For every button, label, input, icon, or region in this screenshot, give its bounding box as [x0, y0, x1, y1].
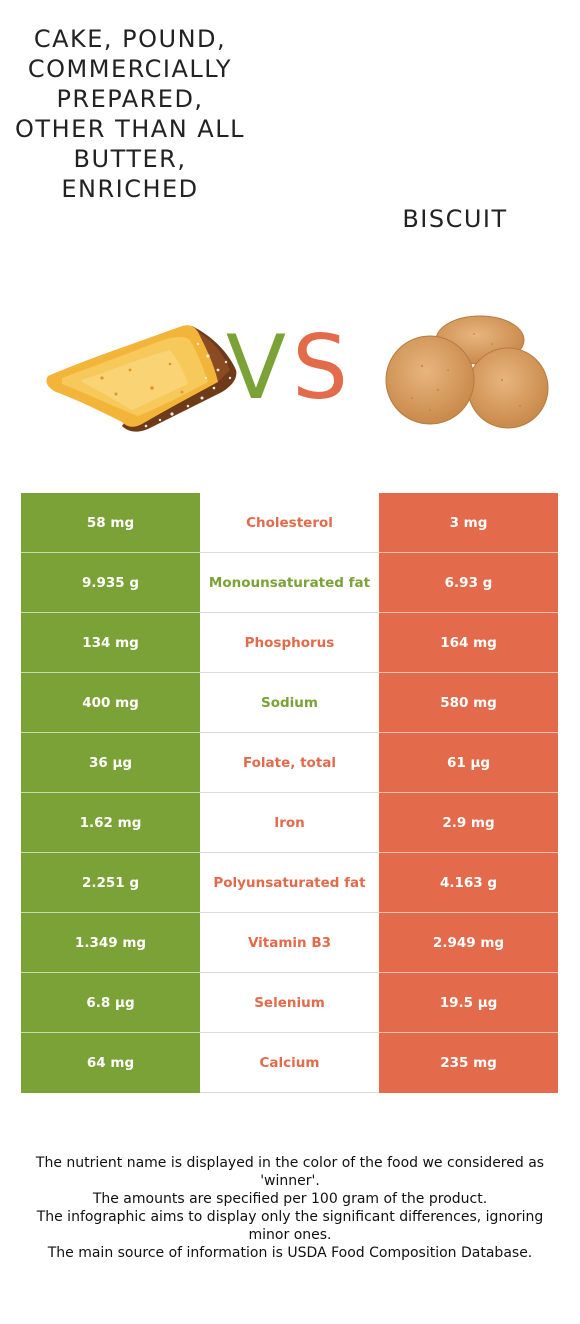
footnote-line: The infographic aims to display only the… [36, 1209, 544, 1243]
left-value: 134 mg [21, 613, 200, 673]
vs-label: V S [226, 318, 348, 408]
right-value: 2.9 mg [379, 793, 558, 853]
right-value: 164 mg [379, 613, 558, 673]
comparison-row: 64 mg Calcium 235 mg [21, 1033, 558, 1093]
left-value: 1.62 mg [21, 793, 200, 853]
nutrient-name: Vitamin B3 [200, 913, 379, 973]
right-value: 580 mg [379, 673, 558, 733]
comparison-row: 6.8 µg Selenium 19.5 µg [21, 973, 558, 1033]
comparison-row: 1.349 mg Vitamin B3 2.949 mg [21, 913, 558, 973]
nutrient-name: Cholesterol [200, 493, 379, 553]
left-value: 400 mg [21, 673, 200, 733]
right-value: 4.163 g [379, 853, 558, 913]
footnote-line: The amounts are specified per 100 gram o… [92, 1191, 488, 1207]
vs-letter-v: V [226, 318, 286, 408]
right-value: 6.93 g [379, 553, 558, 613]
comparison-row: 400 mg Sodium 580 mg [21, 673, 558, 733]
left-value: 6.8 µg [21, 973, 200, 1033]
nutrient-name: Monounsaturated fat [200, 553, 379, 613]
comparison-row: 9.935 g Monounsaturated fat 6.93 g [21, 553, 558, 613]
left-value: 1.349 mg [21, 913, 200, 973]
biscuits-image [385, 315, 549, 429]
nutrient-name: Iron [200, 793, 379, 853]
comparison-row: 36 µg Folate, total 61 µg [21, 733, 558, 793]
comparison-table: 58 mg Cholesterol 3 mg 9.935 g Monounsaturat… [21, 493, 558, 1093]
comparison-row: 58 mg Cholesterol 3 mg [21, 493, 558, 553]
footnote-line: The nutrient name is displayed in the co… [35, 1155, 545, 1189]
vs-letter-s: S [292, 318, 348, 408]
left-value: 36 µg [21, 733, 200, 793]
footnote-line: The main source of information is USDA F… [47, 1245, 533, 1261]
footnote: The nutrient name is displayed in the co… [15, 1154, 565, 1262]
nutrient-name: Polyunsaturated fat [200, 853, 379, 913]
nutrient-name: Selenium [200, 973, 379, 1033]
nutrient-name: Sodium [200, 673, 379, 733]
left-value: 58 mg [21, 493, 200, 553]
right-value: 235 mg [379, 1033, 558, 1093]
pound-cake-slice-image [46, 325, 237, 432]
right-value: 61 µg [379, 733, 558, 793]
left-food-title: CAKE, POUND, COMMERCIALLY PREPARED, OTHE… [15, 25, 245, 203]
comparison-row: 134 mg Phosphorus 164 mg [21, 613, 558, 673]
right-food-title: BISCUIT [402, 205, 508, 233]
left-value: 2.251 g [21, 853, 200, 913]
comparison-row: 1.62 mg Iron 2.9 mg [21, 793, 558, 853]
nutrient-name: Phosphorus [200, 613, 379, 673]
right-value: 2.949 mg [379, 913, 558, 973]
nutrient-name: Folate, total [200, 733, 379, 793]
left-value: 64 mg [21, 1033, 200, 1093]
right-value: 3 mg [379, 493, 558, 553]
nutrient-name: Calcium [200, 1033, 379, 1093]
right-value: 19.5 µg [379, 973, 558, 1033]
left-value: 9.935 g [21, 553, 200, 613]
comparison-row: 2.251 g Polyunsaturated fat 4.163 g [21, 853, 558, 913]
